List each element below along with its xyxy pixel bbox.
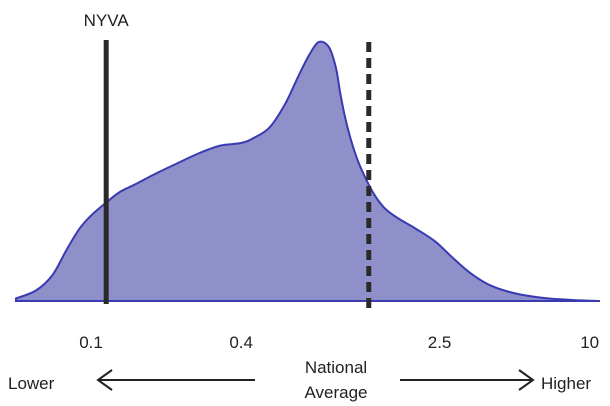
- x-tick-label: 2.5: [428, 333, 452, 352]
- right-arrow-head: [518, 369, 535, 391]
- lower-label: Lower: [8, 374, 55, 393]
- x-tick-label: 10: [580, 333, 599, 352]
- x-tick-label: 0.4: [229, 333, 253, 352]
- left-arrow-head: [96, 369, 113, 391]
- x-tick-label: 0.1: [79, 333, 103, 352]
- density-area: [15, 40, 601, 302]
- bottom-caption: Lower National Average Higher: [8, 358, 591, 402]
- national-label-line2: Average: [304, 383, 367, 402]
- x-tick-labels: 0.1 0.4 2.5 10: [79, 333, 599, 352]
- reference-markers: NYVA: [84, 11, 372, 308]
- higher-label: Higher: [541, 374, 591, 393]
- national-label-line1: National: [305, 358, 367, 377]
- nyva-marker-label: NYVA: [84, 11, 130, 30]
